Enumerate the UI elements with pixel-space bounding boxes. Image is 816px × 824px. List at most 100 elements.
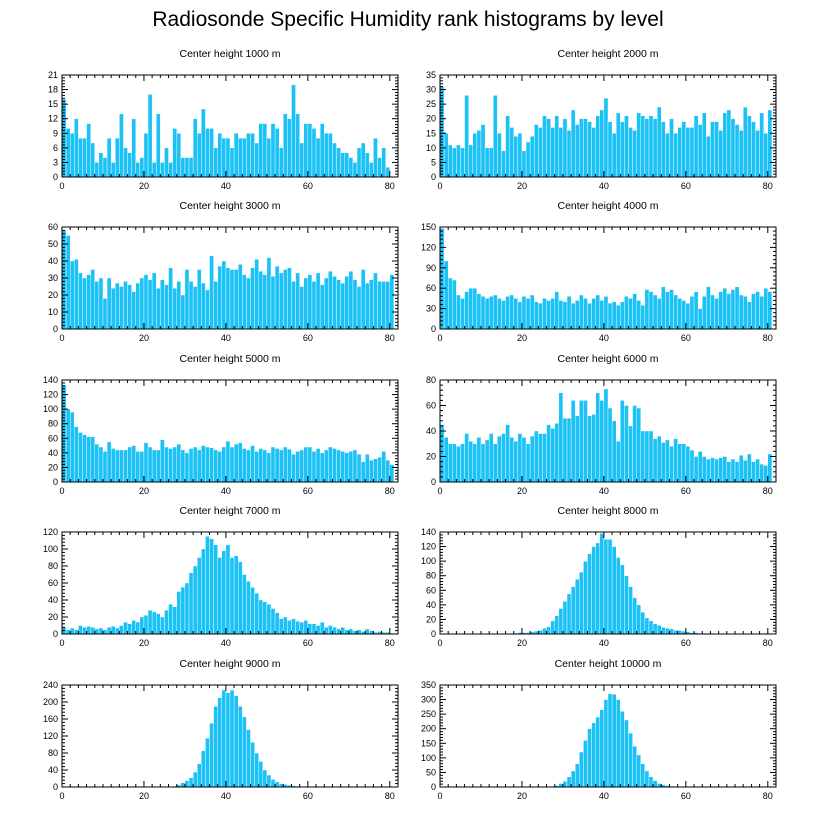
bar — [575, 763, 580, 788]
y-tick-label: 5 — [431, 157, 436, 167]
y-tick-label: 0 — [431, 629, 436, 639]
y-tick-label: 60 — [48, 433, 58, 443]
y-tick-label: 18 — [48, 85, 58, 95]
x-tick-label: 0 — [437, 638, 442, 648]
panel-title: Center height 8000 m — [558, 505, 659, 517]
x-tick-label: 20 — [139, 791, 149, 801]
x-tick-label: 60 — [681, 333, 691, 343]
y-tick-label: 6 — [53, 143, 58, 153]
x-tick-label: 80 — [763, 486, 773, 496]
y-tick-label: 120 — [43, 731, 58, 741]
y-tick-label: 20 — [48, 462, 58, 472]
x-tick-label: 20 — [139, 333, 149, 343]
y-tick-label: 160 — [43, 714, 58, 724]
x-tick-label: 40 — [221, 333, 231, 343]
y-tick-label: 120 — [421, 242, 436, 252]
y-tick-label: 60 — [426, 401, 436, 411]
y-tick-label: 200 — [421, 724, 436, 734]
x-tick-label: 60 — [681, 791, 691, 801]
x-tick-label: 60 — [681, 181, 691, 191]
y-tick-label: 100 — [43, 544, 58, 554]
panel-title: Center height 5000 m — [180, 353, 281, 365]
panel-title: Center height 6000 m — [558, 353, 659, 365]
x-tick-label: 0 — [437, 333, 442, 343]
y-tick-label: 250 — [421, 709, 436, 719]
y-tick-label: 3 — [53, 157, 58, 167]
x-tick-label: 80 — [385, 181, 395, 191]
x-tick-label: 80 — [763, 638, 773, 648]
y-tick-label: 120 — [43, 390, 58, 400]
y-tick-label: 30 — [48, 273, 58, 283]
y-tick-label: 0 — [53, 477, 58, 487]
x-tick-label: 40 — [599, 333, 609, 343]
y-tick-label: 25 — [426, 99, 436, 109]
panel-title: Center height 1000 m — [180, 48, 281, 60]
y-tick-label: 20 — [426, 452, 436, 462]
bar-series — [439, 228, 773, 330]
y-tick-label: 40 — [426, 600, 436, 610]
panel-title: Center height 2000 m — [558, 48, 659, 60]
y-tick-label: 20 — [48, 290, 58, 300]
x-tick-label: 40 — [221, 181, 231, 191]
y-tick-label: 90 — [426, 263, 436, 273]
plot-frame — [61, 74, 399, 178]
x-tick-label: 80 — [385, 486, 395, 496]
panel-title: Center height 9000 m — [180, 658, 281, 670]
bar — [603, 699, 609, 788]
panel-title: Center height 4000 m — [558, 200, 659, 212]
y-tick-label: 0 — [431, 172, 436, 182]
y-tick-label: 120 — [421, 542, 436, 552]
x-tick-label: 80 — [385, 791, 395, 801]
y-tick-label: 0 — [53, 172, 58, 182]
x-tick-label: 60 — [303, 638, 313, 648]
y-tick-label: 300 — [421, 695, 436, 705]
y-tick-label: 0 — [53, 324, 58, 334]
x-tick-label: 40 — [599, 791, 609, 801]
x-tick-label: 80 — [385, 638, 395, 648]
x-tick-label: 0 — [59, 486, 64, 496]
bar — [599, 709, 605, 788]
x-tick-label: 40 — [221, 486, 231, 496]
y-tick-label: 60 — [48, 222, 58, 232]
y-tick-label: 40 — [48, 448, 58, 458]
y-tick-label: 100 — [43, 404, 58, 414]
x-tick-label: 20 — [517, 486, 527, 496]
y-tick-label: 80 — [426, 375, 436, 385]
x-tick-label: 80 — [385, 333, 395, 343]
y-tick-label: 80 — [48, 561, 58, 571]
y-tick-label: 15 — [426, 128, 436, 138]
x-tick-label: 40 — [599, 638, 609, 648]
y-tick-label: 20 — [426, 114, 436, 124]
bar — [566, 776, 572, 788]
bar-series — [501, 533, 711, 635]
y-tick-label: 0 — [431, 782, 436, 792]
y-tick-label: 0 — [53, 782, 58, 792]
y-tick-label: 350 — [421, 680, 436, 690]
bar — [570, 770, 576, 788]
y-tick-label: 35 — [426, 70, 436, 80]
y-tick-label: 20 — [48, 612, 58, 622]
bar-series — [546, 693, 687, 788]
y-tick-label: 20 — [426, 614, 436, 624]
plot-frame — [439, 531, 777, 635]
bar — [652, 780, 658, 788]
y-tick-label: 10 — [426, 143, 436, 153]
bar — [615, 699, 621, 788]
bar — [558, 783, 564, 788]
x-tick-label: 20 — [139, 486, 149, 496]
x-tick-label: 40 — [221, 638, 231, 648]
y-tick-label: 120 — [43, 527, 58, 537]
y-tick-label: 15 — [48, 99, 58, 109]
y-tick-label: 240 — [43, 680, 58, 690]
bar-series — [61, 84, 391, 178]
y-tick-label: 12 — [48, 114, 58, 124]
